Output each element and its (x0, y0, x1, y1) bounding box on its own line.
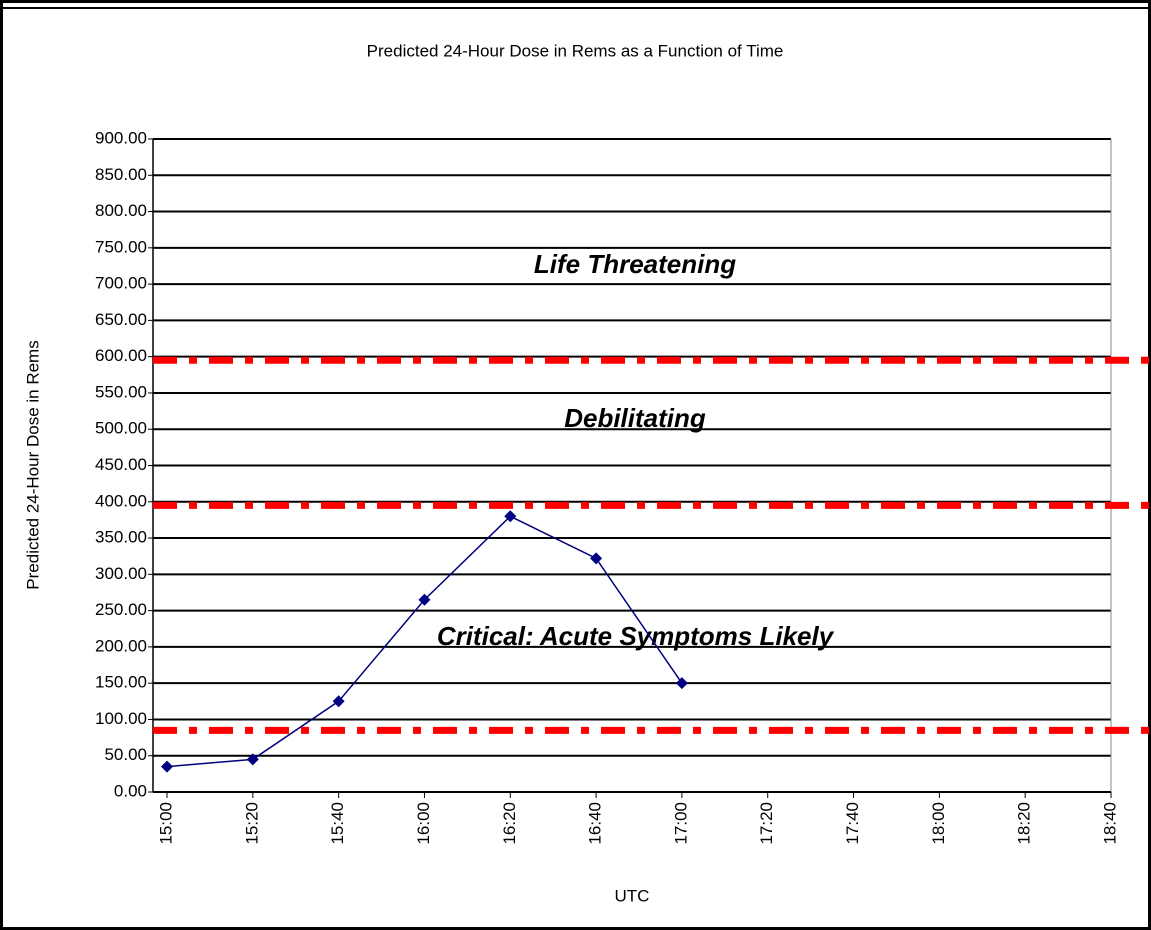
y-tick-label: 100.00 (95, 709, 147, 728)
annotation: Life Threatening (534, 249, 736, 279)
y-tick-label: 50.00 (104, 745, 147, 764)
y-tick-label: 750.00 (95, 237, 147, 256)
data-point (332, 695, 345, 708)
y-tick-label: 0.00 (114, 781, 147, 800)
x-tick-label: 18:20 (1015, 802, 1034, 845)
x-tick-label: 17:00 (671, 802, 690, 845)
y-tick-label: 800.00 (95, 201, 147, 220)
y-tick-label: 250.00 (95, 600, 147, 619)
x-tick-label: 16:20 (500, 802, 519, 845)
y-tick-label: 550.00 (95, 382, 147, 401)
x-tick-label: 15:00 (156, 802, 175, 845)
x-tick-label: 17:20 (757, 802, 776, 845)
y-tick-label: 150.00 (95, 673, 147, 692)
y-tick-label: 900.00 (95, 128, 147, 147)
y-tick-label: 850.00 (95, 165, 147, 184)
y-tick-label: 300.00 (95, 564, 147, 583)
chart-title: Predicted 24-Hour Dose in Rems as a Func… (367, 41, 784, 60)
x-tick-label: 15:40 (328, 802, 347, 845)
data-point (675, 677, 688, 690)
x-tick-label: 18:40 (1100, 802, 1119, 845)
y-axis-label: Predicted 24-Hour Dose in Rems (23, 340, 42, 589)
x-tick-label: 18:00 (929, 802, 948, 845)
data-point (590, 552, 603, 565)
y-tick-label: 650.00 (95, 310, 147, 329)
y-tick-label: 700.00 (95, 274, 147, 293)
y-tick-label: 600.00 (95, 346, 147, 365)
data-point (418, 593, 431, 606)
x-tick-label: 16:40 (586, 802, 605, 845)
y-tick-label: 400.00 (95, 491, 147, 510)
y-tick-label: 450.00 (95, 455, 147, 474)
annotation: Critical: Acute Symptoms Likely (437, 621, 835, 651)
data-point (504, 510, 517, 523)
x-tick-label: 15:20 (242, 802, 261, 845)
x-axis-label: UTC (615, 886, 650, 905)
annotation: Debilitating (564, 403, 706, 433)
y-tick-label: 200.00 (95, 636, 147, 655)
data-point (246, 753, 259, 766)
data-point (161, 760, 173, 773)
x-tick-label: 16:00 (414, 802, 433, 845)
x-tick-label: 17:40 (843, 802, 862, 845)
y-tick-label: 500.00 (95, 419, 147, 438)
y-tick-label: 350.00 (95, 528, 147, 547)
